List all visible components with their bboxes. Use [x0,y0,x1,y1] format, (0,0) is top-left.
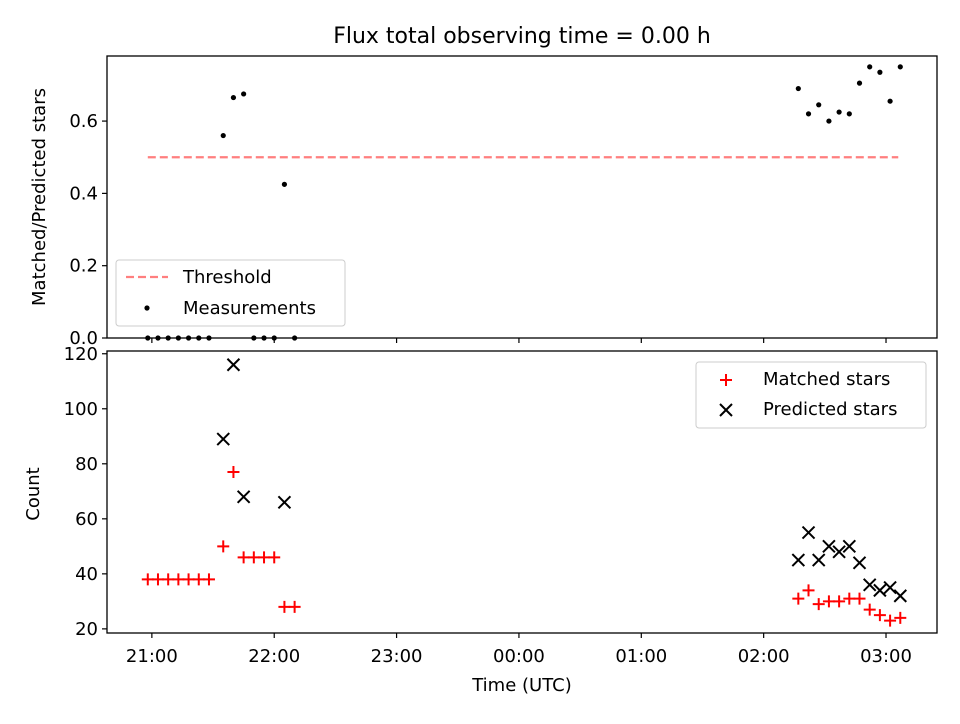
top-y-tick-label: 0.6 [69,111,98,132]
predicted-stars-point [801,525,816,540]
matched-stars-point [812,598,825,611]
matched-stars-point [288,600,301,613]
matched-stars-point [802,584,815,597]
matched-stars-point [894,611,907,624]
x-tick-label: 00:00 [493,646,545,667]
top-x-tick-marks [151,338,887,343]
predicted-stars-point [812,553,826,567]
matched-stars-point [227,466,240,479]
x-tick-label: 22:00 [248,646,300,667]
bottom-legend: Matched stars Predicted stars [695,361,927,429]
measurement-point [281,181,288,187]
top-y-axis: 0.0 0.2 0.4 0.6 [69,111,107,349]
predicted-legend-label: Predicted stars [763,399,897,420]
matched-stars-point [141,573,154,586]
bottom-plot-frame [106,350,938,634]
predicted-stars-point [883,580,897,595]
predicted-stars-point [226,358,241,372]
predicted-stars-point [236,490,251,504]
measurement-point [241,91,247,97]
matched-stars-point [237,551,250,564]
matched-stars-point [792,592,805,605]
measurement-point [795,85,801,92]
bottom-y-axis: 20 40 60 80 100 120 [64,344,107,640]
measurement-point [816,102,822,108]
predicted-stars-point [822,539,836,554]
top-legend-box [115,259,346,327]
top-y-tick-label: 0.4 [69,183,98,204]
predicted-stars-point [852,556,867,570]
bottom-y-tick-label: 100 [64,399,98,420]
matched-legend-swatch [720,374,732,386]
bottom-y-axis-label: Count [23,467,44,520]
top-y-tick-label: 0.0 [69,328,98,349]
matched-stars-point [884,614,897,627]
bottom-panel: 20 40 60 80 100 120 21:00 22:00 23:00 00:00 01:00… [23,344,938,696]
measurement-point [230,94,237,101]
bottom-y-tick-label: 80 [75,454,98,475]
measurement-point [887,98,893,104]
chart-title: Flux total observing time = 0.00 h [333,24,711,49]
measurement-point [867,64,873,70]
predicted-stars-point [873,583,887,598]
predicted-stars-point [277,495,292,510]
top-y-axis-label: Matched/Predicted stars [29,88,50,306]
matched-stars-point [843,592,856,605]
threshold-legend-label: Threshold [182,267,272,288]
matched-stars-point [873,609,886,622]
matched-stars-point [162,573,175,586]
predicted-stars-point [862,578,877,592]
bottom-legend-box [695,361,927,429]
predicted-stars-point [791,553,806,567]
matched-stars-point [278,600,291,613]
x-tick-label: 23:00 [371,646,423,667]
x-axis-label: Time (UTC) [471,675,572,696]
predicted-legend-swatch [719,403,733,417]
predicted-stars-point [832,545,846,559]
measurement-point [220,132,226,139]
top-plot-frame [106,55,938,339]
measurement-point [826,118,832,124]
predicted-stars-point [216,432,230,446]
top-legend: Threshold Measurements [115,259,346,327]
bottom-y-tick-label: 20 [75,619,98,640]
top-y-tick-label: 0.2 [69,256,98,277]
predicted-stars-point [842,539,857,554]
measurement-point [836,109,842,115]
x-tick-label: 01:00 [615,646,667,667]
x-tick-label: 21:00 [126,646,178,667]
bottom-y-tick-label: 40 [75,564,98,585]
measurement-point [856,80,863,86]
matched-stars-point [192,573,205,586]
bottom-y-tick-label: 60 [75,509,98,530]
matched-stars-point [247,551,260,564]
matched-stars-point [853,592,866,605]
matched-stars-point [822,595,835,608]
measurement-point [877,69,883,75]
bottom-x-axis: 21:00 22:00 23:00 00:00 01:00 02:00 03:00 [126,633,912,667]
counts-layer [141,358,907,627]
measurement-point [897,64,903,70]
x-tick-label: 02:00 [738,646,790,667]
predicted-stars-point [893,589,907,603]
matched-legend-label: Matched stars [763,369,890,390]
measurements-legend-label: Measurements [183,298,316,319]
measurement-point [846,111,852,117]
matched-stars-point [151,573,164,586]
matched-stars-point [202,573,215,586]
matched-stars-point [863,603,876,616]
matched-stars-point [217,540,230,553]
matched-stars-point [172,573,185,586]
measurements-legend-swatch [144,305,150,311]
x-tick-label: 03:00 [860,646,912,667]
matched-stars-point [833,595,846,608]
top-panel: 0.0 0.2 0.4 0.6 Matched/Predicted stars Thr… [29,55,938,349]
matched-stars-point [258,551,271,564]
matched-stars-point [268,551,281,564]
matched-stars-point [182,573,195,586]
bottom-y-tick-label: 120 [64,344,98,365]
measurement-point [805,111,812,117]
